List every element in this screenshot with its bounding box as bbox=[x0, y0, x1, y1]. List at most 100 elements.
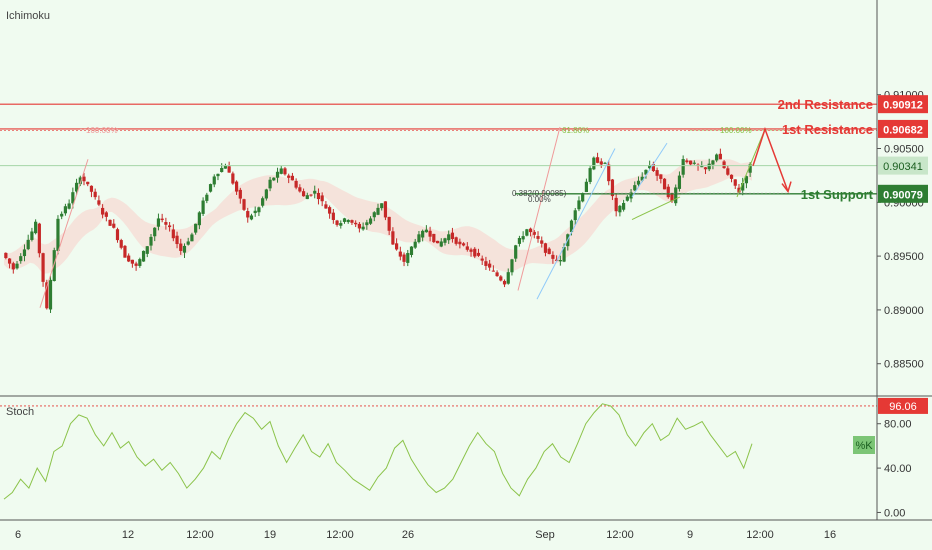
candle-body bbox=[234, 181, 239, 192]
first-support-value: 0.90079 bbox=[883, 189, 923, 201]
candle-body bbox=[52, 250, 56, 281]
time-tick-label: 19 bbox=[264, 529, 276, 541]
fib-label-618: 61.80% bbox=[562, 126, 589, 135]
candle-body bbox=[666, 186, 670, 198]
candle-body bbox=[227, 166, 231, 173]
candle-body bbox=[320, 195, 324, 202]
candle-body bbox=[488, 263, 492, 268]
candle-body bbox=[395, 243, 399, 250]
candle-body bbox=[179, 243, 183, 251]
candle-body bbox=[662, 178, 667, 190]
candle-body bbox=[622, 202, 626, 210]
fib-label-100b: 100.00% bbox=[720, 126, 752, 135]
candle-body bbox=[409, 246, 414, 255]
candle-body bbox=[41, 253, 45, 282]
fib-label-0382: 0.382(0.90085) bbox=[512, 189, 567, 198]
time-tick-label: 12:00 bbox=[606, 529, 634, 541]
time-tick-label: Sep bbox=[535, 529, 555, 541]
time-tick-label: 26 bbox=[402, 529, 414, 541]
candle-body bbox=[127, 255, 131, 262]
fib-label-0: 0.00% bbox=[528, 195, 551, 204]
candle-body bbox=[391, 231, 395, 245]
candle-body bbox=[406, 253, 410, 263]
candle-body bbox=[287, 175, 291, 178]
indicator-label: Ichimoku bbox=[6, 10, 51, 22]
candle-body bbox=[648, 165, 652, 169]
candle-body bbox=[651, 164, 655, 172]
candle-body bbox=[473, 248, 477, 257]
candle-body bbox=[119, 240, 123, 248]
candle-body bbox=[432, 233, 436, 243]
candle-body bbox=[205, 194, 209, 201]
candle-body bbox=[726, 168, 730, 175]
candle-body bbox=[301, 191, 306, 197]
candle-body bbox=[614, 197, 618, 212]
candle-body bbox=[182, 245, 187, 253]
candle-body bbox=[328, 207, 332, 214]
candle-body bbox=[640, 176, 644, 181]
candle-body bbox=[480, 258, 484, 261]
candle-body bbox=[242, 199, 246, 210]
candle-body bbox=[145, 246, 149, 254]
stoch-level-bg bbox=[878, 397, 928, 414]
fib-drawings: 100.00% 61.80% 100.00% 0.382(0.90085)0.00% bbox=[39, 126, 792, 308]
first-resistance-value: 0.90682 bbox=[883, 124, 923, 136]
candle-body bbox=[447, 234, 451, 241]
candle-body bbox=[101, 207, 105, 215]
current-price-value: 0.90341 bbox=[883, 161, 923, 173]
candle-body bbox=[37, 223, 41, 254]
candle-body bbox=[78, 177, 82, 185]
candle-body bbox=[599, 161, 603, 165]
candle-body bbox=[744, 176, 749, 184]
stoch-tick-label: 0.00 bbox=[884, 507, 905, 519]
candle-body bbox=[469, 249, 473, 252]
time-tick-label: 16 bbox=[824, 529, 836, 541]
candle-body bbox=[607, 164, 611, 182]
candle-body bbox=[171, 229, 175, 239]
fib-leg-2 bbox=[517, 126, 561, 291]
candle-body bbox=[104, 212, 108, 217]
candle-body bbox=[357, 223, 361, 229]
candle-body bbox=[63, 206, 68, 214]
candle-body bbox=[74, 182, 79, 192]
candle-body bbox=[298, 187, 302, 192]
candle-body bbox=[659, 174, 663, 179]
candle-body bbox=[156, 218, 161, 227]
candle-body bbox=[443, 238, 447, 243]
candle-body bbox=[97, 200, 101, 205]
candle-body bbox=[644, 169, 648, 175]
candle-body bbox=[521, 236, 525, 240]
candle-body bbox=[4, 252, 8, 258]
candle-body bbox=[45, 282, 49, 309]
candle-body bbox=[197, 212, 201, 226]
candle-body bbox=[313, 190, 317, 194]
candle-body bbox=[655, 170, 659, 176]
stoch-level-value: 96.06 bbox=[889, 401, 917, 413]
candle-body bbox=[138, 259, 142, 266]
candle-body bbox=[722, 161, 726, 169]
time-tick-label: 9 bbox=[687, 529, 693, 541]
candle-body bbox=[272, 177, 276, 181]
candle-body bbox=[309, 194, 313, 196]
candle-body bbox=[48, 279, 53, 310]
candle-body bbox=[82, 176, 86, 182]
candle-body bbox=[331, 212, 335, 220]
candle-body bbox=[670, 193, 674, 202]
fib-leg-3 bbox=[536, 148, 616, 300]
candle-body bbox=[324, 204, 328, 209]
price-tick-label: 0.89500 bbox=[884, 251, 924, 263]
candle-body bbox=[718, 153, 722, 160]
first-support-value-bg bbox=[878, 184, 928, 203]
candle-body bbox=[383, 201, 388, 218]
candle-body bbox=[737, 187, 741, 193]
candle-body bbox=[339, 223, 343, 226]
candle-body bbox=[413, 241, 417, 248]
candle-body bbox=[506, 272, 510, 284]
projection-arrow bbox=[752, 126, 789, 192]
candle-body bbox=[34, 221, 38, 234]
candle-body bbox=[361, 226, 365, 230]
candle-body bbox=[89, 185, 94, 192]
candle-body bbox=[525, 229, 529, 236]
price-tick-label: 0.88500 bbox=[884, 359, 924, 371]
